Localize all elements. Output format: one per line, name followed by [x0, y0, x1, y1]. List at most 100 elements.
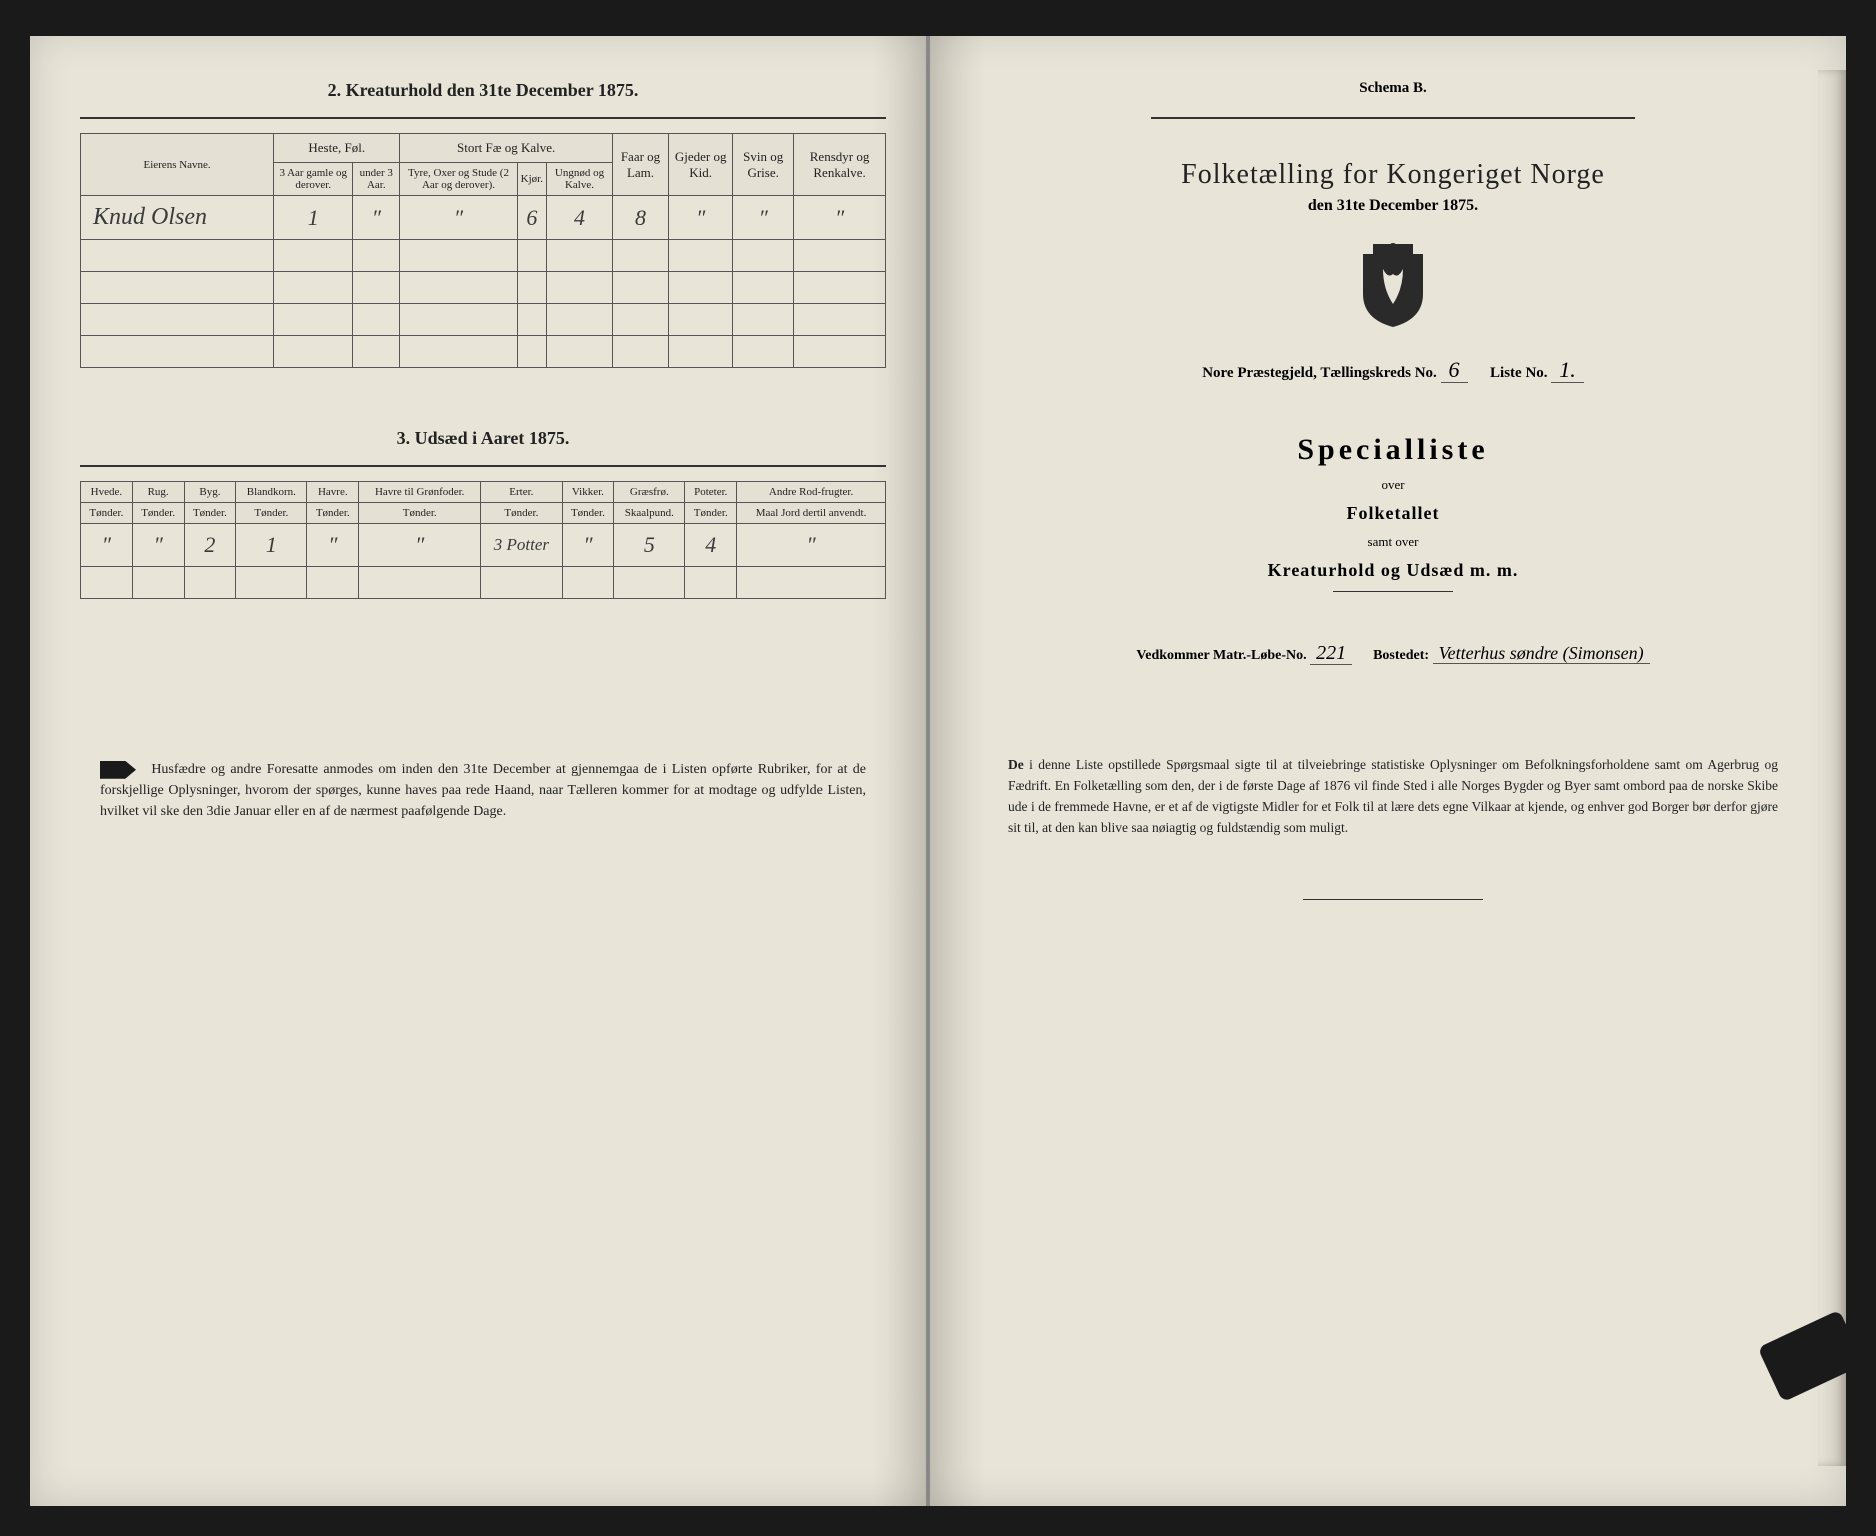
- sub-cattle3: Ungnød og Kalve.: [546, 163, 612, 196]
- matr-no: 221: [1310, 642, 1352, 665]
- liste-no: 1.: [1551, 357, 1584, 383]
- kreatur-label: Kreaturhold og Udsæd m. m.: [990, 560, 1796, 581]
- unit: Skaalpund.: [614, 503, 685, 524]
- col: Erter.: [481, 482, 562, 503]
- table-row: [81, 240, 886, 272]
- col: Rug.: [132, 482, 184, 503]
- col: Vikker.: [562, 482, 614, 503]
- rule: [1151, 117, 1635, 119]
- seed-table: Hvede. Rug. Byg. Blandkorn. Havre. Havre…: [80, 481, 886, 599]
- liste-label: Liste No.: [1490, 365, 1548, 381]
- left-page: 2. Kreaturhold den 31te December 1875. E…: [30, 30, 928, 1506]
- section3-title: 3. Udsæd i Aaret 1875.: [80, 428, 886, 449]
- cell: ″: [307, 524, 359, 567]
- table-row: [81, 567, 886, 599]
- sub-horse2: under 3 Aar.: [353, 163, 400, 196]
- cell: ″: [562, 524, 614, 567]
- table-row: Knud Olsen 1 ″ ″ 6 4 8 ″ ″ ″: [81, 196, 886, 240]
- right-page: Schema B. Folketælling for Kongeriget No…: [928, 30, 1846, 1506]
- col: Byg.: [184, 482, 236, 503]
- unit: Tønder.: [307, 503, 359, 524]
- cell: 4: [685, 524, 737, 567]
- parish-label: Nore Præstegjeld, Tællingskreds No.: [1202, 365, 1437, 381]
- cell: ″: [733, 196, 794, 240]
- page-curl: [1758, 1310, 1865, 1402]
- group-horse: Heste, Føl.: [274, 134, 400, 163]
- unit: Tønder.: [562, 503, 614, 524]
- bosted-label: Bostedet:: [1373, 648, 1429, 663]
- cell: 2: [184, 524, 236, 567]
- cell: 1: [274, 196, 353, 240]
- table-row: [81, 336, 886, 368]
- col: Blandkorn.: [236, 482, 307, 503]
- group-pig: Svin og Grise.: [733, 134, 794, 196]
- table-row: [81, 272, 886, 304]
- census-title: Folketælling for Kongeriget Norge: [990, 159, 1796, 191]
- cell: ″: [359, 524, 481, 567]
- unit: Tønder.: [81, 503, 133, 524]
- cell: ″: [400, 196, 517, 240]
- cell: ″: [132, 524, 184, 567]
- sub-cattle2: Kjør.: [517, 163, 546, 196]
- col: Poteter.: [685, 482, 737, 503]
- group-goat: Gjeder og Kid.: [669, 134, 733, 196]
- bosted-value: Vetterhus søndre (Simonsen): [1433, 643, 1650, 664]
- rule: [1303, 899, 1483, 900]
- samt-over: samt over: [990, 534, 1796, 550]
- cell: 5: [614, 524, 685, 567]
- col: Græsfrø.: [614, 482, 685, 503]
- binding-strip: [0, 0, 1876, 36]
- rule: [1333, 591, 1453, 592]
- cell: 8: [612, 196, 668, 240]
- over-label: over: [990, 477, 1796, 493]
- matr-line: Vedkommer Matr.-Løbe-No. 221 Bostedet: V…: [990, 642, 1796, 665]
- left-footer-note: Husfædre og andre Foresatte anmodes om i…: [80, 759, 886, 822]
- cell: ″: [737, 524, 886, 567]
- page-stack: [1818, 70, 1846, 1466]
- census-date: den 31te December 1875.: [990, 197, 1796, 215]
- folketallet: Folketallet: [990, 503, 1796, 524]
- sub-cattle1: Tyre, Oxer og Stude (2 Aar og derover).: [400, 163, 517, 196]
- cell: ″: [353, 196, 400, 240]
- livestock-table: Eierens Navne. Heste, Føl. Stort Fæ og K…: [80, 133, 886, 368]
- cell: 4: [546, 196, 612, 240]
- pointer-icon: [100, 761, 136, 779]
- footer-text: i denne Liste opstillede Spørgsmaal sigt…: [1008, 757, 1778, 835]
- census-title-block: Folketælling for Kongeriget Norge den 31…: [990, 159, 1796, 215]
- table-row: ″ ″ 2 1 ″ ″ 3 Potter ″ 5 4 ″: [81, 524, 886, 567]
- unit: Tønder.: [359, 503, 481, 524]
- kreds-no: 6: [1441, 357, 1468, 383]
- rule: [80, 117, 886, 119]
- cell: 1: [236, 524, 307, 567]
- coat-of-arms-icon: [1353, 239, 1433, 329]
- section2-title: 2. Kreaturhold den 31te December 1875.: [80, 80, 886, 101]
- owner-name: Knud Olsen: [81, 196, 274, 240]
- unit: Tønder.: [132, 503, 184, 524]
- col: Hvede.: [81, 482, 133, 503]
- unit: Maal Jord dertil anvendt.: [737, 503, 886, 524]
- group-cattle: Stort Fæ og Kalve.: [400, 134, 613, 163]
- unit: Tønder.: [184, 503, 236, 524]
- unit: Tønder.: [236, 503, 307, 524]
- group-reindeer: Rensdyr og Renkalve.: [794, 134, 886, 196]
- sub-horse1: 3 Aar gamle og derover.: [274, 163, 353, 196]
- unit: Tønder.: [481, 503, 562, 524]
- special-title: Specialliste: [990, 433, 1796, 467]
- parish-line: Nore Præstegjeld, Tællingskreds No. 6 Li…: [990, 357, 1796, 383]
- open-book: 2. Kreaturhold den 31te December 1875. E…: [30, 30, 1846, 1506]
- col: Andre Rod-frugter.: [737, 482, 886, 503]
- group-sheep: Faar og Lam.: [612, 134, 668, 196]
- right-footer-note: De i denne Liste opstillede Spørgsmaal s…: [990, 755, 1796, 839]
- col-owner: Eierens Navne.: [81, 134, 274, 196]
- cell: 3 Potter: [481, 524, 562, 567]
- col: Havre til Grønfoder.: [359, 482, 481, 503]
- col: Havre.: [307, 482, 359, 503]
- schema-label: Schema B.: [990, 80, 1796, 97]
- table-row: [81, 304, 886, 336]
- footer-text: Husfædre og andre Foresatte anmodes om i…: [100, 762, 866, 819]
- matr-label: Vedkommer Matr.-Løbe-No.: [1136, 648, 1306, 663]
- unit: Tønder.: [685, 503, 737, 524]
- cell: ″: [81, 524, 133, 567]
- cell: ″: [669, 196, 733, 240]
- rule: [80, 465, 886, 467]
